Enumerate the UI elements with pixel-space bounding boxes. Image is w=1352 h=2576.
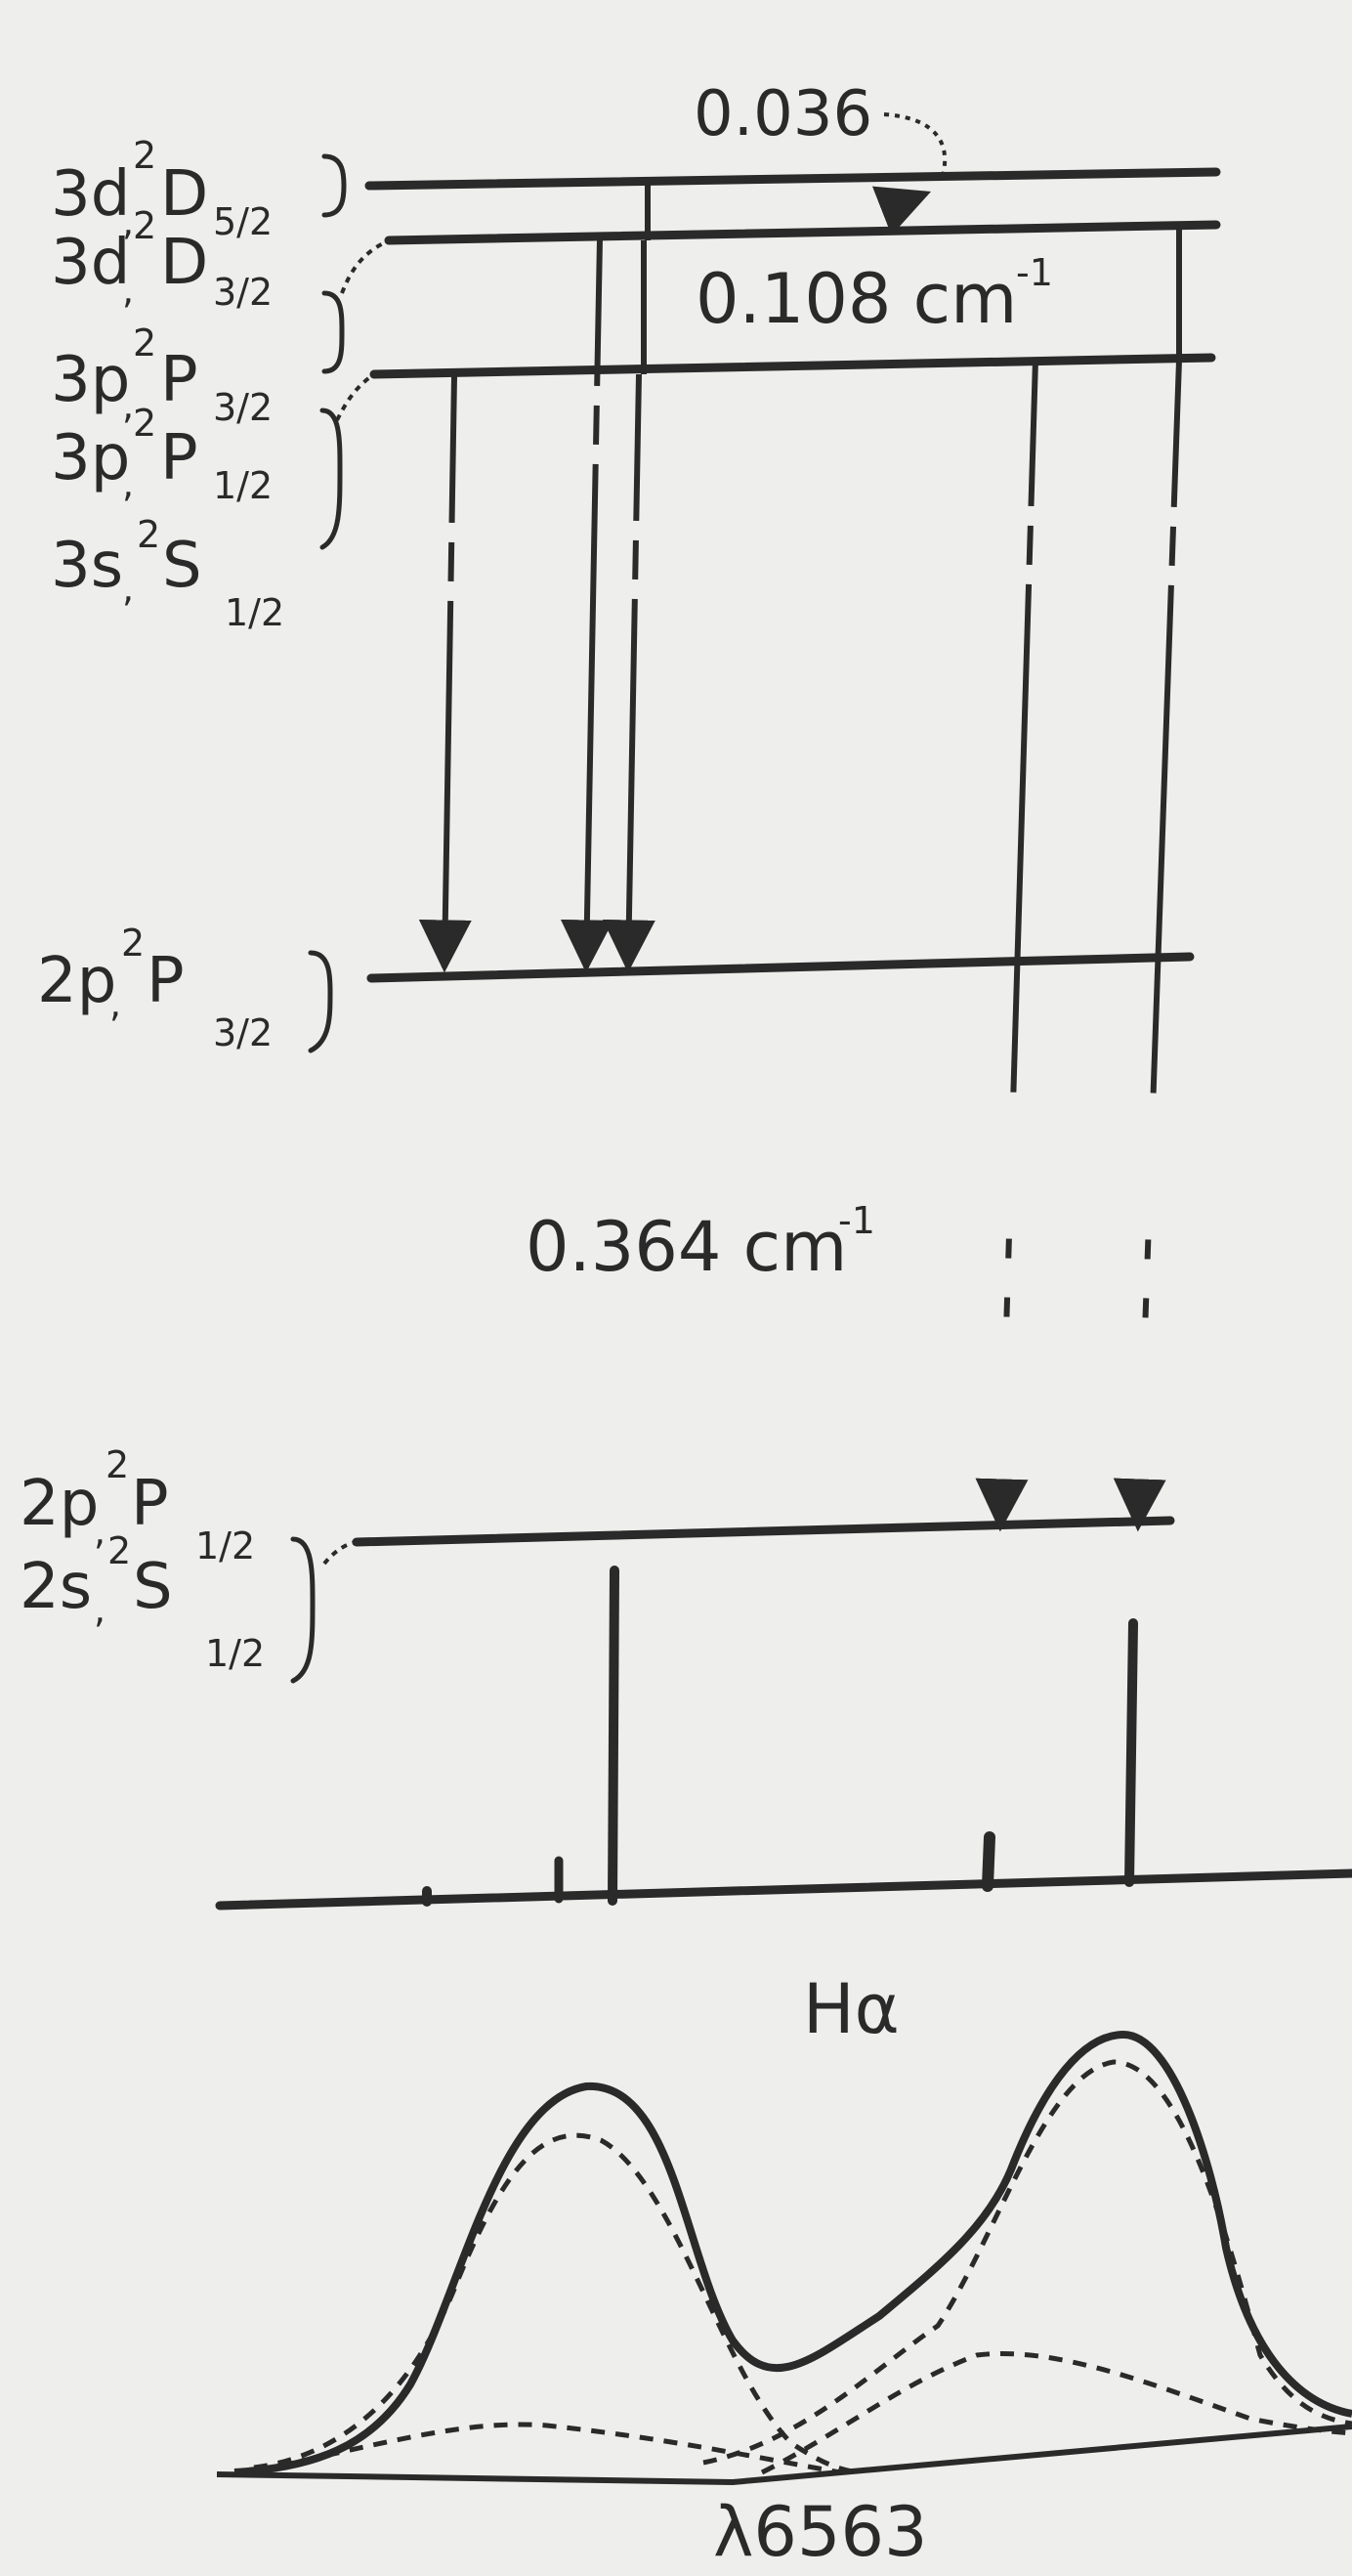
- label-sub: ,: [109, 982, 121, 1025]
- spacing-leader: [883, 112, 948, 177]
- label-sym: S: [133, 1551, 173, 1623]
- label-sym: P: [147, 945, 185, 1017]
- profile-component-a: [253, 2132, 861, 2475]
- label-3p-p32: 3p , 2 P 3/2: [51, 322, 273, 429]
- label-j: 3/2: [213, 386, 273, 429]
- figure-annotations: 0.036 0.108 cm -1 0.364 cm -1 Hα λ6563: [526, 78, 1053, 2572]
- transition-3p32-to-2p32: [418, 375, 472, 973]
- level-3p-p32-line: [369, 353, 1216, 379]
- label-3p-p12: 3p , 2 P 1/2: [51, 402, 273, 507]
- label-sym: D: [160, 227, 208, 299]
- label-sup: 2: [107, 1529, 131, 1572]
- spectrum-baseline: [215, 1868, 1352, 1911]
- label-term: 2p: [37, 945, 116, 1017]
- profile-wing-a: [253, 2422, 841, 2475]
- transition-3d32-to-2p12: [1113, 360, 1182, 1532]
- label-sub: ,: [94, 1510, 106, 1553]
- label-sup: 2: [133, 322, 156, 365]
- level-3d-d32-line: [384, 220, 1221, 245]
- label-3d-d32: 3d , 2 D 3/2: [51, 204, 273, 314]
- label-j: 1/2: [213, 464, 273, 507]
- label-sub: ,: [122, 462, 134, 505]
- label-sub: ,: [122, 200, 134, 243]
- label-term: 3d: [51, 227, 130, 299]
- label-term: 3p: [51, 422, 130, 494]
- label-sym: P: [160, 344, 198, 416]
- label-term: 3p: [51, 344, 130, 416]
- level-labels: 3d , 2 D 5/2 3d , 2 D 3/2 3p , 2 P 3/2 3…: [20, 134, 284, 1675]
- label-term: 3d: [51, 158, 130, 231]
- level-2p-p32-line: [366, 952, 1195, 983]
- label-sub: ,: [94, 1588, 106, 1631]
- spacing-middle-exp: -1: [838, 1199, 875, 1242]
- label-2p-p12: 2p , 2 P 1/2: [20, 1443, 255, 1567]
- label-sym: P: [160, 422, 198, 494]
- label-j: 1/2: [195, 1524, 255, 1567]
- label-term: 3s: [51, 530, 123, 602]
- label-j: 3/2: [213, 1011, 273, 1054]
- label-sym: S: [162, 530, 202, 602]
- label-sup: 2: [121, 922, 145, 965]
- label-term: 2p: [20, 1468, 99, 1540]
- spacing-upper-label: 0.108 cm: [696, 259, 1017, 339]
- label-sup: 2: [133, 134, 156, 177]
- profile-wing-b: [760, 2350, 1352, 2475]
- spacing-middle-label: 0.364 cm: [526, 1207, 847, 1287]
- label-j: 3/2: [213, 271, 273, 314]
- label-j: 5/2: [213, 200, 273, 243]
- spectrum-line-4: [982, 1831, 995, 1892]
- label-j: 1/2: [205, 1632, 265, 1675]
- wavelength-label: λ6563: [713, 2492, 928, 2572]
- label-sym: D: [160, 158, 208, 231]
- level-3d-d52-line: [364, 167, 1221, 191]
- label-3s-s12: 3s , 2 S 1/2: [51, 513, 284, 634]
- label-j: 1/2: [225, 591, 284, 634]
- profile-baseline: [216, 2424, 1352, 2486]
- level-2p-p12-line: [352, 1516, 1175, 1547]
- label-sup: 2: [133, 204, 156, 247]
- h-alpha-profile: [216, 2030, 1352, 2486]
- transitions: [418, 238, 1182, 1532]
- label-2p-p32: 2p , 2 P 3/2: [37, 922, 273, 1054]
- profile-component-b: [702, 2059, 1352, 2466]
- label-sub: ,: [122, 384, 134, 427]
- profile-observed-curve: [233, 2030, 1352, 2476]
- profile-label: Hα: [803, 1969, 900, 2049]
- spectrum-line-5: [1124, 1618, 1138, 1887]
- transition-3d52-to-2p32: [602, 373, 655, 973]
- label-sym: P: [131, 1468, 169, 1540]
- label-connectors: [322, 238, 390, 1566]
- spacing-upper-exp: -1: [1016, 251, 1053, 294]
- transition-3d32-to-2p32: [560, 238, 613, 973]
- energy-levels: [352, 167, 1221, 1547]
- separation-lines: [641, 184, 1182, 374]
- label-2s-s12: 2s , 2 S 1/2: [20, 1529, 265, 1675]
- transition-3p32-to-2p12: [975, 359, 1038, 1532]
- line-spectrum: [215, 1566, 1352, 1911]
- spectrum-line-3: [608, 1566, 619, 1906]
- label-3d-d52: 3d , 2 D 5/2: [51, 134, 273, 243]
- label-sub: ,: [122, 269, 134, 312]
- label-term: 2s: [20, 1551, 92, 1623]
- spacing-arrow: [871, 186, 932, 236]
- label-sup: 2: [137, 513, 160, 556]
- label-sup: 2: [133, 402, 156, 445]
- label-sup: 2: [106, 1443, 129, 1486]
- label-braces: [290, 153, 347, 1684]
- label-sub: ,: [122, 567, 134, 610]
- spacing-top-label: 0.036: [694, 78, 872, 150]
